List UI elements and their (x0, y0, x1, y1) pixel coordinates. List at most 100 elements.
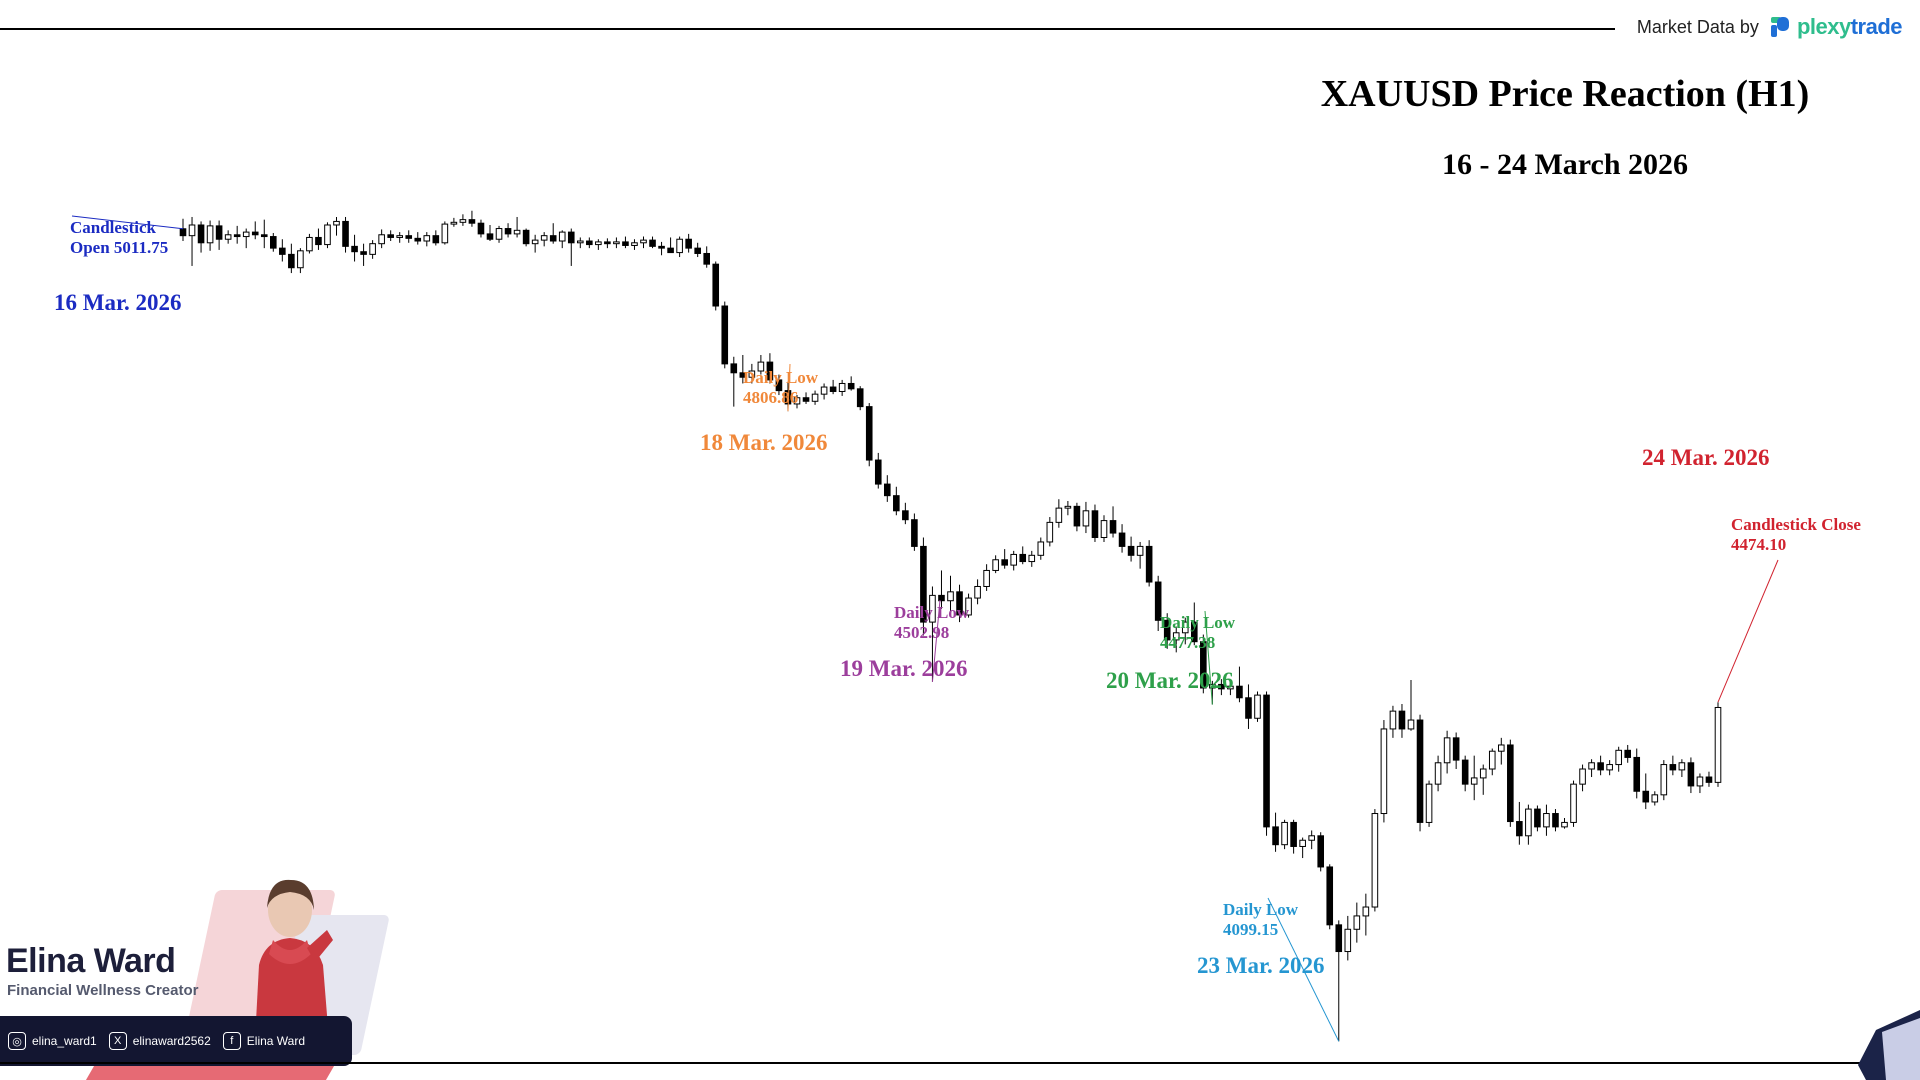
candle (333, 216, 340, 236)
candle (1136, 541, 1144, 569)
candle-body-bullish (1227, 685, 1234, 690)
candle-body-bullish (297, 250, 304, 269)
candle (1633, 748, 1641, 799)
x-handle: elinaward2562 (132, 1034, 211, 1048)
social-x[interactable]: X elinaward2562 (108, 1032, 211, 1050)
social-instagram[interactable]: ◎ elina_ward1 (8, 1032, 97, 1050)
date-label-20: 20 Mar. 2026 (1106, 668, 1234, 693)
candle (441, 221, 449, 245)
candle-body-bullish (1443, 737, 1451, 764)
candle (938, 570, 945, 609)
candle (1488, 748, 1496, 776)
candle (1299, 837, 1306, 859)
candle-body-bearish (802, 397, 810, 402)
candle-body-bearish (712, 263, 720, 307)
candle-body-bearish (856, 388, 864, 408)
candle (775, 374, 783, 396)
annotation-leader-open (71, 215, 184, 230)
candle (1443, 730, 1451, 774)
annotation-leader-low20 (1204, 610, 1213, 705)
candle-body-bullish (1660, 764, 1668, 796)
candle (288, 243, 295, 274)
candle (1687, 757, 1695, 794)
chart-title: XAUUSD Price Reaction (H1) (1320, 73, 1810, 115)
candle (703, 246, 711, 268)
candle-body-bearish (477, 222, 485, 235)
candle-body-bullish (1055, 507, 1063, 523)
candle (1678, 759, 1686, 778)
candle-body-bearish (1317, 835, 1325, 868)
candle-body-bullish (1046, 521, 1054, 543)
annotation-open: Candlestick Open 5011.75 (70, 218, 168, 258)
candle-body-bullish (1209, 683, 1216, 689)
candle (883, 475, 891, 502)
candle (495, 225, 503, 243)
candle (549, 223, 557, 244)
candle (1308, 830, 1315, 850)
candle (1109, 506, 1117, 538)
candle (1263, 691, 1270, 836)
candle-body-bullish (1010, 553, 1018, 566)
candle-body-bearish (956, 591, 963, 616)
candle-body-bullish (206, 225, 214, 244)
creator-name: Elina Ward (6, 942, 176, 980)
annotation-low-20: Daily Low 4477.38 (1160, 613, 1235, 653)
candle-body-bearish (315, 236, 322, 246)
candle (712, 261, 720, 311)
candle (1245, 684, 1252, 729)
candle (1127, 536, 1135, 562)
candle (902, 502, 909, 525)
candle-body-bullish (613, 241, 620, 245)
candle-body-bearish (1001, 559, 1008, 566)
candle-body-bullish (1479, 768, 1487, 779)
candle (1696, 773, 1704, 794)
market-data-label: Market Data by (1636, 16, 1759, 37)
candle-body-bearish (893, 495, 900, 512)
candle-body-bearish (658, 245, 665, 249)
candle (1100, 515, 1108, 542)
candle-body-bearish (1507, 744, 1514, 823)
candle-body-bearish (1687, 762, 1695, 787)
candle-body-bullish (333, 220, 340, 226)
candle (757, 354, 765, 375)
candle (947, 575, 954, 615)
candle-body-bearish (1633, 756, 1641, 792)
candle (1064, 501, 1072, 516)
candle-body-bullish (1497, 744, 1505, 752)
candle-body-bullish (1037, 541, 1045, 556)
candle-body-bullish (1299, 839, 1306, 847)
top-rule (0, 28, 1615, 30)
candle-body-bullish (983, 569, 990, 587)
candle (269, 232, 277, 252)
candle-body-bearish (279, 247, 286, 255)
candle (1163, 613, 1171, 649)
candle (1145, 540, 1153, 587)
candle (1344, 915, 1352, 961)
candle-body-bearish (829, 386, 837, 392)
candle-body-bearish (1145, 545, 1153, 583)
annotation-low-19-line2: 4502.98 (894, 623, 950, 642)
candle-body-bearish (1154, 581, 1162, 621)
candle-body-bearish (1127, 545, 1135, 556)
candle (233, 225, 241, 244)
candle (1236, 666, 1243, 703)
candle-body-bullish (757, 361, 765, 372)
candle (1010, 550, 1018, 571)
candle (224, 230, 232, 244)
candle-body-bullish (631, 242, 638, 246)
candle-body-bullish (396, 235, 404, 238)
candle (432, 230, 440, 246)
facebook-icon: f (222, 1032, 241, 1050)
candle (468, 210, 476, 227)
candle (1425, 780, 1433, 827)
annotation-leader-close (1717, 559, 1779, 703)
plexytrade-name: plexytrade (1796, 14, 1903, 39)
candle-body-bearish (1669, 764, 1677, 771)
candle-body-bullish (1470, 777, 1478, 785)
instagram-icon: ◎ (8, 1032, 26, 1050)
social-facebook[interactable]: f Elina Ward (222, 1032, 305, 1050)
candle (1651, 791, 1659, 806)
candle-body-bearish (703, 252, 711, 265)
candle-body-bearish (1245, 697, 1252, 719)
annotation-low-18: Daily Low 4806.86 (743, 368, 818, 408)
